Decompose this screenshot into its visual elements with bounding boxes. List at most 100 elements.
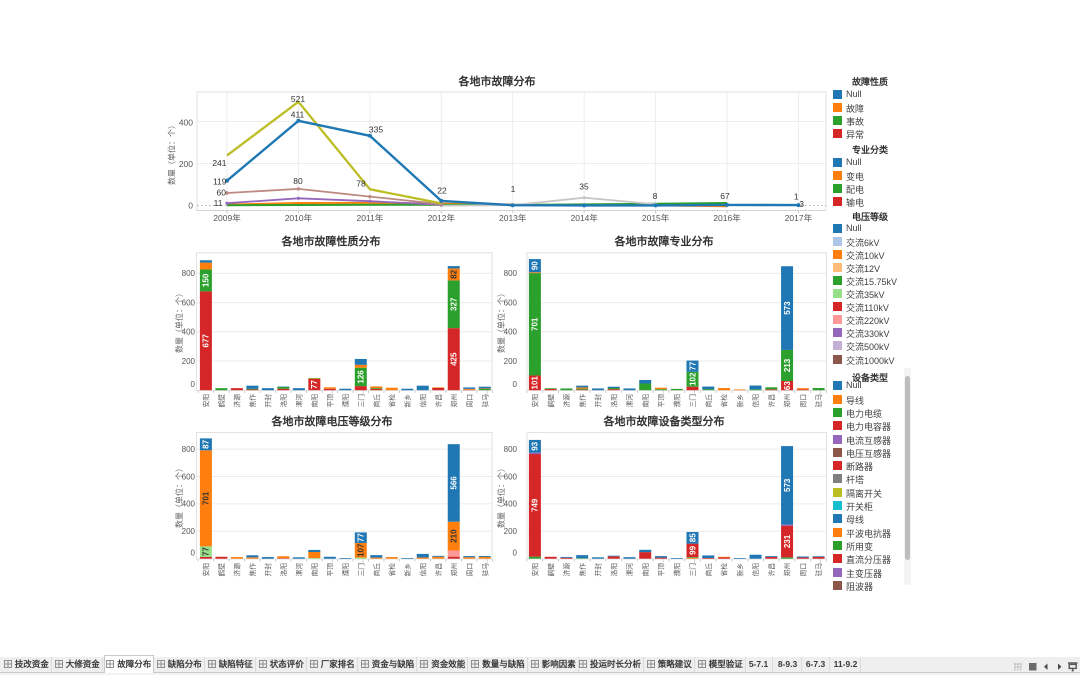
svg-text:800: 800 [182, 445, 196, 454]
svg-text:新乡: 新乡 [403, 563, 412, 577]
svg-text:开封: 开封 [594, 563, 603, 577]
svg-text:洛阳: 洛阳 [279, 563, 288, 577]
svg-text:各地市故障分布: 各地市故障分布 [458, 74, 536, 88]
svg-text:2014年: 2014年 [570, 213, 598, 223]
svg-text:郑州: 郑州 [450, 563, 458, 577]
svg-text:商丘: 商丘 [704, 394, 713, 408]
svg-text:1: 1 [794, 192, 799, 202]
svg-text:150: 150 [202, 273, 211, 287]
svg-text:南阳: 南阳 [310, 394, 319, 408]
svg-text:85: 85 [688, 533, 697, 542]
svg-text:600: 600 [182, 298, 196, 307]
svg-text:鹤壁: 鹤壁 [546, 563, 555, 577]
svg-text:各地市故障设备类型分布: 各地市故障设备类型分布 [603, 414, 725, 428]
svg-text:周口: 周口 [466, 563, 474, 577]
svg-text:2016年: 2016年 [713, 213, 741, 223]
svg-text:数量（单位：个）: 数量（单位：个） [496, 464, 506, 528]
svg-text:数量（单位：个）: 数量（单位：个） [167, 121, 177, 185]
svg-text:126: 126 [357, 370, 366, 384]
svg-text:600: 600 [504, 472, 518, 481]
svg-text:200: 200 [182, 357, 196, 366]
svg-text:鹤壁: 鹤壁 [546, 394, 555, 408]
svg-text:8: 8 [653, 191, 658, 201]
svg-text:1: 1 [511, 184, 516, 194]
svg-text:郑州: 郑州 [450, 394, 458, 408]
svg-text:南阳: 南阳 [641, 563, 650, 577]
svg-text:80: 80 [293, 176, 303, 186]
svg-text:平顶..: 平顶.. [658, 390, 666, 407]
svg-text:0: 0 [513, 380, 518, 389]
svg-text:济源: 济源 [562, 563, 571, 577]
svg-text:749: 749 [531, 498, 540, 512]
svg-text:82: 82 [450, 269, 459, 278]
svg-text:省检: 省检 [387, 563, 396, 577]
svg-text:566: 566 [450, 476, 459, 490]
svg-text:2013年: 2013年 [499, 213, 527, 223]
svg-text:濮阳: 濮阳 [672, 394, 681, 408]
svg-text:400: 400 [504, 500, 518, 509]
svg-text:2017年: 2017年 [785, 213, 813, 223]
svg-text:800: 800 [504, 269, 518, 278]
svg-text:573: 573 [783, 478, 792, 492]
svg-text:开封: 开封 [594, 394, 603, 408]
svg-text:210: 210 [450, 529, 459, 543]
svg-text:0: 0 [513, 549, 518, 558]
svg-text:商丘: 商丘 [372, 394, 381, 408]
svg-text:573: 573 [783, 301, 792, 315]
svg-text:200: 200 [182, 527, 196, 536]
svg-text:三门..: 三门.. [356, 559, 365, 576]
svg-text:焦作: 焦作 [578, 394, 587, 408]
svg-text:231: 231 [783, 534, 792, 548]
svg-text:60: 60 [217, 188, 227, 198]
svg-text:400: 400 [504, 328, 518, 337]
svg-text:漯河: 漯河 [294, 563, 303, 577]
svg-text:洛阳: 洛阳 [609, 563, 618, 577]
svg-text:信阳: 信阳 [751, 563, 760, 577]
svg-text:800: 800 [182, 269, 196, 278]
svg-text:省检: 省检 [720, 394, 729, 408]
svg-text:焦作: 焦作 [248, 563, 257, 577]
svg-text:63: 63 [783, 381, 792, 390]
svg-text:400: 400 [182, 500, 196, 509]
svg-text:77: 77 [202, 547, 211, 556]
svg-text:驻马..: 驻马.. [480, 390, 489, 407]
svg-text:许昌: 许昌 [434, 563, 443, 577]
svg-text:漯河: 漯河 [625, 394, 634, 408]
svg-text:商丘: 商丘 [372, 563, 381, 577]
svg-text:600: 600 [182, 472, 196, 481]
svg-text:200: 200 [179, 159, 193, 169]
svg-text:濮阳: 濮阳 [341, 563, 350, 577]
svg-text:3: 3 [799, 199, 804, 209]
svg-text:许昌: 许昌 [767, 394, 776, 408]
svg-text:200: 200 [504, 527, 518, 536]
svg-text:商丘: 商丘 [704, 563, 713, 577]
svg-text:22: 22 [437, 186, 447, 196]
svg-text:三门..: 三门.. [356, 390, 365, 407]
svg-text:99: 99 [688, 545, 697, 554]
svg-text:郑州: 郑州 [784, 563, 792, 577]
svg-text:数量（单位：个）: 数量（单位：个） [174, 464, 184, 528]
svg-text:102: 102 [688, 372, 697, 386]
svg-text:677: 677 [202, 334, 211, 348]
svg-text:信阳: 信阳 [418, 394, 427, 408]
svg-text:241: 241 [212, 158, 226, 168]
svg-text:701: 701 [531, 317, 540, 331]
svg-text:701: 701 [202, 491, 211, 505]
svg-text:600: 600 [504, 298, 518, 307]
svg-text:新乡: 新乡 [735, 394, 744, 408]
svg-text:许昌: 许昌 [767, 563, 776, 577]
svg-text:521: 521 [291, 94, 305, 104]
svg-text:数量（单位：个）: 数量（单位：个） [174, 289, 184, 353]
svg-text:2012年: 2012年 [428, 213, 456, 223]
svg-text:67: 67 [720, 191, 730, 201]
svg-text:洛阳: 洛阳 [609, 394, 618, 408]
svg-text:三门..: 三门.. [688, 390, 697, 407]
svg-text:0: 0 [188, 201, 193, 211]
svg-text:济源: 济源 [562, 394, 571, 408]
svg-text:信阳: 信阳 [751, 394, 760, 408]
svg-text:周口: 周口 [466, 394, 474, 408]
svg-text:2009年: 2009年 [213, 213, 241, 223]
svg-text:濮阳: 濮阳 [672, 563, 681, 577]
svg-text:平顶..: 平顶.. [326, 559, 334, 576]
svg-text:400: 400 [182, 328, 196, 337]
